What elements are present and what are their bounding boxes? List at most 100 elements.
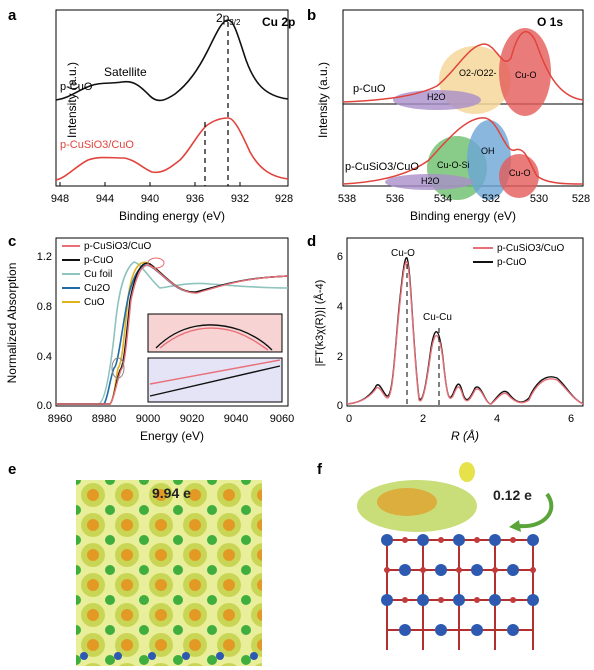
label-oh: OH	[481, 146, 495, 156]
panel-b-bottom-sample: p-CuSiO3/CuO	[345, 161, 419, 173]
svg-text:2: 2	[337, 351, 343, 363]
svg-text:9020: 9020	[180, 413, 204, 425]
panel-b-envelope-top	[342, 30, 584, 103]
panel-a-element-label: Cu 2p	[262, 15, 295, 29]
inset-bottom-p-cusio3-cuo	[149, 359, 281, 385]
panel-e-letter: e	[8, 461, 16, 478]
panel-f-adsorbate	[459, 462, 475, 482]
svg-text:536: 536	[386, 193, 404, 205]
panel-c-legend: p-CuSiO3/CuO p-CuO Cu foil Cu2O CuO	[62, 241, 151, 308]
legend-p-cuo: p-CuO	[497, 257, 527, 268]
panel-d-axes	[346, 237, 584, 407]
panel-f-arrowhead	[509, 520, 521, 532]
panel-a-peak-label: 2p3/2	[216, 11, 241, 27]
panel-c-yticks: 0.0 0.4 0.8 1.2	[37, 251, 52, 412]
panel-b-top-sample: p-CuO	[353, 83, 386, 95]
label-cu-o-top: Cu-O	[515, 70, 537, 80]
panel-f-charge-core	[377, 488, 437, 516]
inset-top-p-cusio3-cuo	[159, 327, 269, 351]
panel-d: d |FT(k3χ(R))| (Å-4) 0 2 4 6 0 2 4 6 R (…	[307, 233, 584, 443]
series-line-p-cusio3-cuo	[55, 117, 289, 181]
series-line-p-cusio3-cuo	[56, 264, 289, 405]
panel-d-xlabel: R (Å)	[451, 428, 479, 443]
panel-d-legend: p-CuSiO3/CuO p-CuO	[473, 243, 564, 268]
panel-e: e 9.94 e	[8, 461, 262, 666]
legend-p-cusio3-cuo: p-CuSiO3/CuO	[84, 241, 151, 252]
panel-e-charge-label: 9.94 e	[152, 485, 191, 501]
svg-text:0.4: 0.4	[37, 351, 52, 363]
panel-d-letter: d	[307, 233, 316, 250]
svg-text:9060: 9060	[270, 413, 294, 425]
panel-a-tickmarks	[59, 182, 241, 186]
panel-f-atoms	[381, 534, 539, 636]
svg-text:0.0: 0.0	[37, 400, 52, 412]
panel-a-series-label-p-cusio3-cuo: p-CuSiO3/CuO	[60, 139, 134, 151]
legend-cu2o: Cu2O	[84, 283, 110, 294]
svg-text:6: 6	[337, 251, 343, 263]
series-line-cu-foil	[56, 261, 289, 405]
panel-d-yticks: 0 2 4 6	[337, 251, 343, 412]
panel-d-peak1-label: Cu-O	[391, 248, 415, 259]
panel-c-axes	[55, 237, 289, 407]
series-line-p-cuo	[55, 19, 289, 102]
svg-text:1.2: 1.2	[37, 251, 52, 263]
svg-text:8960: 8960	[48, 413, 72, 425]
svg-text:940: 940	[141, 193, 159, 205]
svg-text:948: 948	[51, 193, 69, 205]
panel-f-o-atoms	[384, 537, 536, 603]
svg-text:528: 528	[572, 193, 590, 205]
svg-text:9000: 9000	[136, 413, 160, 425]
panel-a-xticks: 948 944 940 936 932 928	[51, 193, 293, 205]
label-h2o-top: H2O	[427, 92, 446, 102]
label-o2: O2-/O22-	[459, 68, 497, 78]
legend-cu-foil: Cu foil	[84, 269, 112, 280]
svg-text:534: 534	[434, 193, 452, 205]
inset-zoom-marker-top	[147, 257, 165, 269]
panel-d-ylabel: |FT(k3χ(R))| (Å-4)	[313, 280, 326, 367]
panel-b-envelope-bottom	[342, 117, 584, 185]
panel-f-charge-label: 0.12 e	[493, 487, 532, 503]
component-cu-o-top	[499, 28, 551, 116]
panel-c-xticks: 8960 8980 9000 9020 9040 9060	[48, 413, 294, 425]
svg-text:2: 2	[420, 413, 426, 425]
panel-f: f 0.12 e	[317, 461, 554, 650]
panel-d-peak2-label: Cu-Cu	[423, 312, 452, 323]
panel-b-xlabel: Binding energy (eV)	[410, 209, 516, 223]
panel-c: c Normalized Absorption 0.0 0.4 0.8 1.2 …	[5, 233, 294, 443]
panel-e-structure	[76, 480, 262, 666]
svg-text:6: 6	[568, 413, 574, 425]
svg-text:936: 936	[186, 193, 204, 205]
inset-bottom-p-cuo	[149, 365, 281, 397]
panel-c-letter: c	[8, 233, 16, 250]
series-line-p-cuo	[56, 262, 289, 405]
svg-text:530: 530	[530, 193, 548, 205]
svg-text:928: 928	[275, 193, 293, 205]
legend-p-cuo: p-CuO	[84, 255, 114, 266]
panel-d-xticks: 0 2 4 6	[346, 413, 574, 425]
panel-b-ylabel: Intensity (a.u.)	[316, 62, 330, 138]
panel-c-xlabel: Energy (eV)	[140, 429, 204, 443]
label-h2o-bottom: H2O	[421, 176, 440, 186]
svg-text:0: 0	[346, 413, 352, 425]
svg-text:4: 4	[494, 413, 500, 425]
svg-text:0: 0	[337, 400, 343, 412]
panel-b: b Intensity (a.u.) O 1s p-CuO p-CuSiO3/C…	[307, 7, 590, 223]
panel-b-xticks: 538 536 534 532 530 528	[338, 193, 590, 205]
label-cu-o-si: Cu-O-Si	[437, 160, 470, 170]
panel-a-satellite-label: Satellite	[104, 65, 147, 79]
svg-text:538: 538	[338, 193, 356, 205]
svg-text:532: 532	[482, 193, 500, 205]
component-cu-o-bottom	[499, 154, 539, 198]
panel-a-letter: a	[8, 7, 17, 24]
series-line-p-cusio3-cuo	[346, 261, 584, 405]
component-h2o-bottom	[385, 174, 473, 190]
panel-b-letter: b	[307, 7, 316, 24]
svg-text:4: 4	[337, 301, 343, 313]
panel-a-series-label-p-cuo: p-CuO	[60, 81, 93, 93]
panel-c-inset-top	[147, 313, 283, 353]
panel-a: a Intensity (a.u.) 948 944 940 936 932 9…	[8, 7, 295, 223]
svg-text:0.8: 0.8	[37, 301, 52, 313]
panel-f-letter: f	[317, 461, 323, 478]
panel-b-element-label: O 1s	[537, 15, 563, 29]
svg-text:9040: 9040	[224, 413, 248, 425]
